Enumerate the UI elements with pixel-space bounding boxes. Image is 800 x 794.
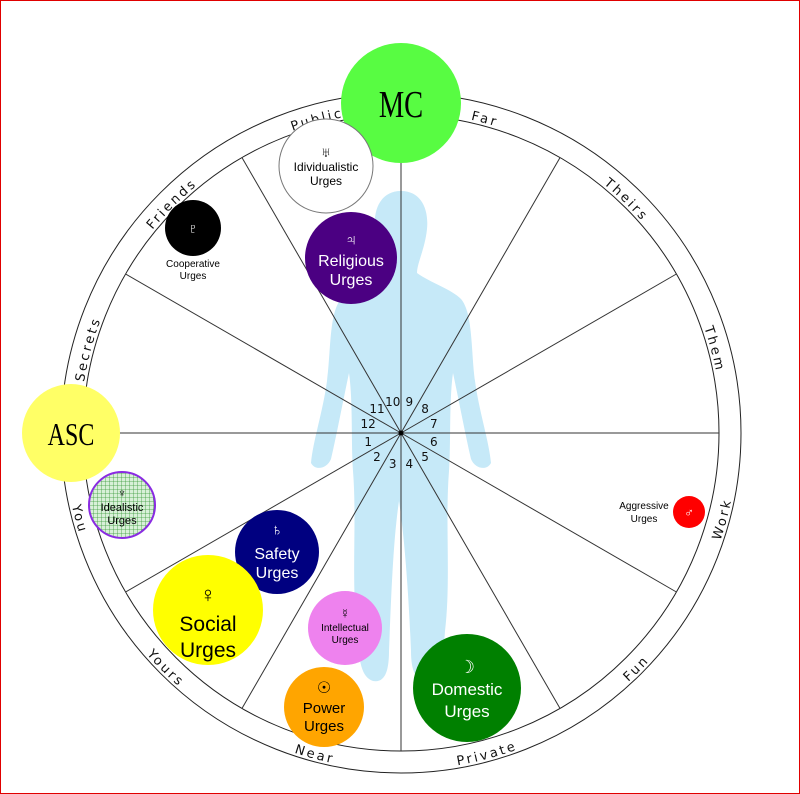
jupiter-label: Religious <box>318 253 384 270</box>
saturn-icon: ♄ <box>271 522 283 539</box>
house-number: 2 <box>373 450 381 464</box>
mercury-label-2: Urges <box>332 635 359 646</box>
mars-icon: ♂ <box>684 505 694 520</box>
sun-label: Power <box>303 700 346 717</box>
planet-venus[interactable]: ♀ Social Urges <box>153 555 263 665</box>
house-number: 5 <box>421 450 429 464</box>
ring-label: You <box>68 502 90 536</box>
house-number: 6 <box>430 435 438 449</box>
house-divider <box>125 273 402 434</box>
ring-label-text: Theirs <box>600 175 649 225</box>
ring-label-text: Private <box>456 739 517 770</box>
venus-icon: ♀ <box>200 582 217 607</box>
planet-jupiter[interactable]: ♃ Religious Urges <box>305 212 397 304</box>
uranus-label-2: Urges <box>310 174 342 188</box>
house-divider <box>400 273 677 434</box>
house-number: 7 <box>430 417 438 431</box>
ring-label: Theirs <box>600 175 651 225</box>
saturn-label: Safety <box>254 546 299 563</box>
mc-marker[interactable]: MC <box>341 43 461 163</box>
house-number: 8 <box>421 402 429 416</box>
ring-label-text: You <box>68 502 88 536</box>
neptune-label: Idealistic <box>101 502 144 514</box>
planet-neptune[interactable]: ♆ Idealistic Urges <box>88 471 156 539</box>
mc-label: MC <box>379 84 423 126</box>
house-divider <box>400 432 561 709</box>
planet-saturn[interactable]: ♄ Safety Urges <box>235 510 319 594</box>
house-number: 1 <box>364 435 372 449</box>
ring-label: Far <box>470 109 500 131</box>
uranus-label: Idividualistic <box>294 160 359 174</box>
pluto-label: Cooperative <box>166 259 220 270</box>
house-number: 9 <box>405 395 413 409</box>
moon-icon: ☽ <box>459 657 475 677</box>
house-dividers <box>83 115 719 751</box>
neptune-label-2: Urges <box>107 515 137 527</box>
house-number: 11 <box>369 402 384 416</box>
house-number: 3 <box>389 457 397 471</box>
jupiter-label-2: Urges <box>330 272 373 289</box>
jupiter-icon: ♃ <box>345 232 357 249</box>
house-divider <box>241 432 402 709</box>
planet-uranus[interactable]: ♅ Idividualistic Urges <box>278 118 374 214</box>
mars-label: Aggressive <box>619 501 669 512</box>
sun-icon: ☉ <box>317 680 331 697</box>
ring-label: Secrets <box>73 315 105 383</box>
pluto-label-2: Urges <box>180 271 207 282</box>
planet-moon[interactable]: ☽ Domestic Urges <box>413 634 521 742</box>
uranus-icon: ♅ <box>321 144 332 160</box>
planet-mercury[interactable]: ☿ Intellectual Urges <box>308 591 382 665</box>
house-divider <box>400 432 677 593</box>
ring-label-text: Them <box>700 323 725 373</box>
moon-label-2: Urges <box>444 702 489 721</box>
saturn-label-2: Urges <box>256 565 299 582</box>
sun-label-2: Urges <box>304 718 344 735</box>
center-point <box>398 430 404 436</box>
ring-label: Private <box>456 739 520 770</box>
venus-label-2: Urges <box>180 639 236 662</box>
venus-label: Social <box>179 613 236 636</box>
mercury-label: Intellectual <box>321 623 369 634</box>
pluto-icon: ♇ <box>188 220 199 236</box>
ring-label-text: Work <box>710 497 733 542</box>
neptune-icon: ♆ <box>118 486 127 500</box>
mercury-icon: ☿ <box>340 606 350 621</box>
house-number: 12 <box>361 417 376 431</box>
ring-label: Work <box>710 497 735 542</box>
asc-marker[interactable]: ASC <box>22 384 120 482</box>
ring-label-text: Secrets <box>73 315 102 383</box>
planet-pluto[interactable]: ♇ Cooperative Urges <box>165 200 221 282</box>
house-number: 4 <box>405 457 413 471</box>
moon-label: Domestic <box>432 680 503 699</box>
ring-label: Them <box>700 323 727 373</box>
planet-sun[interactable]: ☉ Power Urges <box>284 667 364 747</box>
asc-label: ASC <box>48 418 95 453</box>
planet-mars[interactable]: ♂ Aggressive Urges <box>619 496 705 528</box>
ring-label-text: Far <box>470 109 498 131</box>
house-number: 10 <box>385 395 400 409</box>
house-divider <box>400 157 561 434</box>
house-divider <box>241 157 402 434</box>
mars-label-2: Urges <box>631 514 658 525</box>
